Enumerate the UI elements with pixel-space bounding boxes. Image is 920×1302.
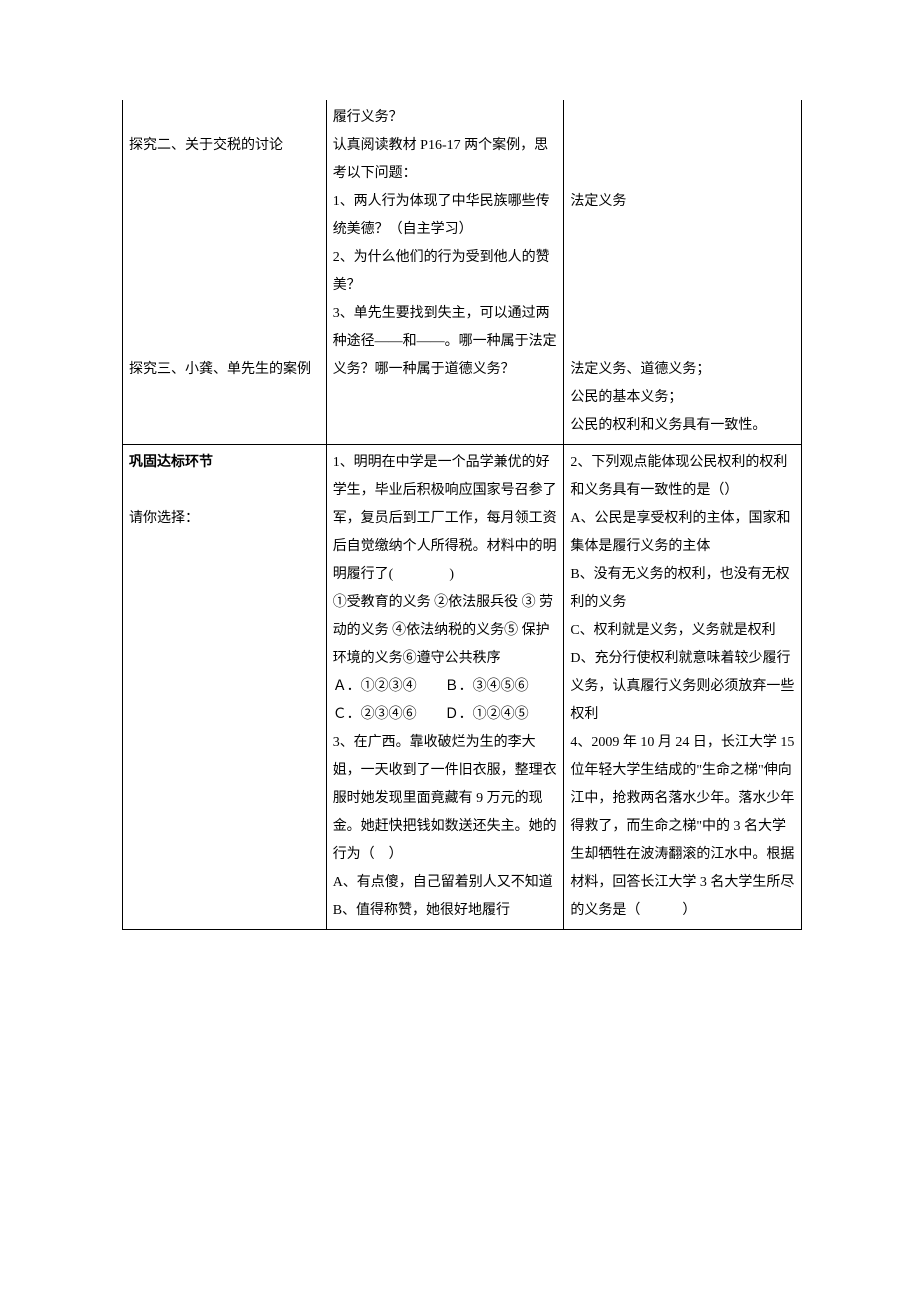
text-line: 2、为什么他们的行为受到他人的赞美？ xyxy=(333,244,558,300)
question-2-choice-d: D、充分行使权利就意味着较少履行义务，认真履行义务则必须放弃一些权利 xyxy=(570,645,795,729)
table-row: 巩固达标环节 请你选择： 1、明明在中学是一个品学兼优的好学生，毕业后积极响应国… xyxy=(123,445,802,930)
inquiry-3-title: 探究三、小龚、单先生的案例 xyxy=(129,356,320,384)
question-4: 4、2009 年 10 月 24 日，长江大学 15 位年轻大学生结成的"生命之… xyxy=(570,729,795,925)
cell-questions-left: 1、明明在中学是一个品学兼优的好学生，毕业后积极响应国家号召参了军，复员后到工厂… xyxy=(326,445,564,930)
document-page: 探究二、关于交税的讨论 探究三、小龚、单先生的案例 履行义务？ 认真阅读教材 P… xyxy=(0,0,920,990)
section-title: 巩固达标环节 xyxy=(129,449,320,477)
cell-inquiry-questions: 履行义务？ 认真阅读教材 P16-17 两个案例，思考以下问题： 1、两人行为体… xyxy=(326,100,564,445)
question-3: 3、在广西。靠收破烂为生的李大姐，一天收到了一件旧衣服，整理衣服时她发现里面竟藏… xyxy=(333,729,558,869)
question-2-choice-c: C、权利就是义务，义务就是权利 xyxy=(570,617,795,645)
table-row: 探究二、关于交税的讨论 探究三、小龚、单先生的案例 履行义务？ 认真阅读教材 P… xyxy=(123,100,802,445)
text-line: 履行义务？ xyxy=(333,104,558,132)
question-1-choice-a: Ａ．①②③④ Ｂ．③④⑤⑥ xyxy=(333,673,558,701)
text-line: 1、两人行为体现了中华民族哪些传统美德？（自主学习） xyxy=(333,188,558,244)
text-line: 法定义务 xyxy=(570,188,795,216)
cell-inquiry-answers: 法定义务 法定义务、道德义务； 公民的基本义务； 公民的权利和义务具有一致性。 xyxy=(564,100,802,445)
question-1: 1、明明在中学是一个品学兼优的好学生，毕业后积极响应国家号召参了军，复员后到工厂… xyxy=(333,449,558,589)
question-2-choice-b: B、没有无义务的权利，也没有无权利的义务 xyxy=(570,561,795,617)
cell-questions-right: 2、下列观点能体现公民权利的权利和义务具有一致性的是（） A、公民是享受权利的主… xyxy=(564,445,802,930)
cell-exercise-heading: 巩固达标环节 请你选择： xyxy=(123,445,327,930)
content-table: 探究二、关于交税的讨论 探究三、小龚、单先生的案例 履行义务？ 认真阅读教材 P… xyxy=(122,100,802,930)
text-line: 认真阅读教材 P16-17 两个案例，思考以下问题： xyxy=(333,132,558,188)
inquiry-2-title: 探究二、关于交税的讨论 xyxy=(129,132,320,160)
text-line: 3、单先生要找到失主，可以通过两种途径——和——。哪一种属于法定义务？哪一种属于… xyxy=(333,300,558,384)
text-line: 公民的基本义务； xyxy=(570,384,795,412)
question-1-choice-b: Ｃ．②③④⑥ Ｄ．①②④⑤ xyxy=(333,701,558,729)
text-line: 法定义务、道德义务； xyxy=(570,356,795,384)
question-2-choice-a: A、公民是享受权利的主体，国家和集体是履行义务的主体 xyxy=(570,505,795,561)
question-2: 2、下列观点能体现公民权利的权利和义务具有一致性的是（） xyxy=(570,449,795,505)
cell-inquiry-topics: 探究二、关于交税的讨论 探究三、小龚、单先生的案例 xyxy=(123,100,327,445)
question-1-options: ①受教育的义务 ②依法服兵役 ③ 劳动的义务 ④依法纳税的义务⑤ 保护环境的义务… xyxy=(333,589,558,673)
text-line: 公民的权利和义务具有一致性。 xyxy=(570,412,795,440)
question-3-choice-b: B、值得称赞，她很好地履行 xyxy=(333,897,558,925)
instruction-text: 请你选择： xyxy=(129,505,320,533)
question-3-choice-a: A、有点傻，自己留着别人又不知道 xyxy=(333,869,558,897)
